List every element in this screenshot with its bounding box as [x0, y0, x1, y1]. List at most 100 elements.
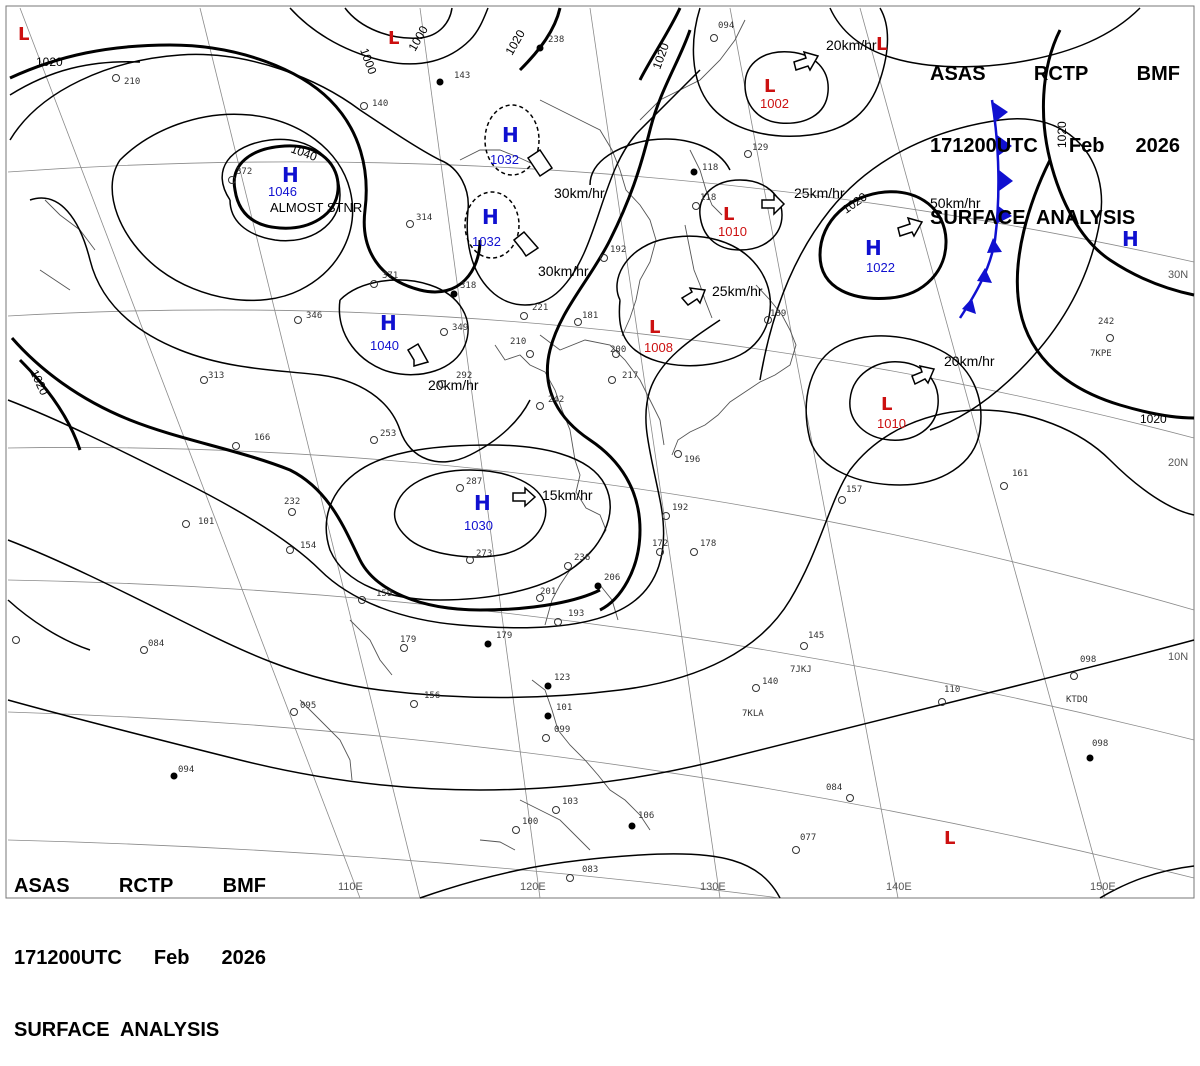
station-plot: 314	[406, 213, 432, 228]
chart-title-bottom: ASAS RCTP BMF 171200UTC Feb 2026 SURFACE…	[14, 826, 266, 1066]
longitude-label: 150E	[1090, 881, 1116, 893]
high-symbol: H	[474, 491, 491, 515]
station-pressure: 179	[400, 635, 416, 645]
station-pressure: 161	[1012, 469, 1028, 479]
station-pressure: 154	[300, 541, 316, 551]
station-plot: 189	[764, 309, 786, 324]
isobars-major	[9, 7, 1195, 612]
station-pressure: 100	[522, 817, 538, 827]
title-source: ASAS	[930, 63, 986, 85]
high-value: 1022	[866, 260, 895, 275]
isobar-label: 1020	[1055, 121, 1069, 148]
high-symbol: H	[865, 236, 882, 260]
station-plot: 178	[690, 539, 716, 556]
station-pressure: 143	[454, 71, 470, 81]
station-plot: 084	[826, 783, 854, 802]
low-value: 1008	[644, 340, 673, 355]
title-code: BMF	[1136, 63, 1180, 85]
motion-label: 20km/hr	[944, 353, 995, 369]
station-pressure: 189	[770, 309, 786, 319]
title-year: 2026	[221, 947, 267, 969]
station-pressure: 242	[1098, 317, 1114, 327]
station-pressure: 253	[380, 429, 396, 439]
station-pressure: 221	[532, 303, 548, 313]
isobar-label: 1020	[36, 55, 63, 69]
high-value: 1046	[268, 184, 297, 199]
station-plot: 210	[510, 337, 534, 358]
motion-label: 50km/hr	[930, 195, 981, 211]
station-plot: 273	[466, 549, 492, 564]
high-symbol: H	[1122, 227, 1139, 251]
station-plot: 084	[12, 636, 164, 649]
station-plot: 161	[1000, 469, 1028, 490]
high-symbol: H	[282, 163, 299, 187]
station-pressure: 179	[496, 631, 512, 641]
station-plot: 221	[520, 303, 548, 320]
station-pressure: 098	[1080, 655, 1096, 665]
station-plot: 110	[938, 685, 960, 706]
station-pressure: 210	[510, 337, 526, 347]
station-pressure: 196	[684, 455, 700, 465]
motion-label: 25km/hr	[712, 283, 763, 299]
station-plot: 318	[450, 281, 476, 298]
low-symbol: L	[944, 828, 955, 849]
station-plot: 098	[1070, 655, 1096, 680]
station-plot: 095	[290, 701, 316, 716]
grid-labels: 110E 120E 130E 140E 150E 30N 20N 10N	[338, 269, 1188, 893]
station-pressure: 287	[466, 477, 482, 487]
station-pressure: 145	[808, 631, 824, 641]
station-pressure: 077	[800, 833, 816, 843]
station-plot: 099	[542, 725, 570, 742]
station-plot: 103	[552, 797, 578, 814]
station-id: 7KLA	[742, 709, 764, 719]
graticule	[7, 7, 1195, 899]
station-pressure: 193	[568, 609, 584, 619]
title-month: Feb	[1068, 135, 1105, 157]
station-plot: 193	[554, 609, 584, 626]
low-symbol: L	[18, 24, 29, 45]
station-plot: 123	[544, 673, 570, 690]
station-pressure: 238	[548, 35, 564, 45]
station-pressure: 094	[718, 21, 734, 31]
station-plot: 118	[692, 193, 716, 210]
station-ids: 7KPE 7JKJ 7KLA KTDQ	[742, 349, 1112, 719]
cold-front	[958, 99, 1013, 319]
station-pressure: 178	[700, 539, 716, 549]
station-pressure: 101	[198, 517, 214, 527]
motion-label: 15km/hr	[542, 487, 593, 503]
station-pressure: 123	[554, 673, 570, 683]
station-plot: 143	[436, 71, 470, 86]
station-pressure: 110	[944, 685, 960, 695]
station-plot: 098	[1086, 739, 1108, 762]
low-symbol: L	[649, 317, 660, 338]
station-pressure: 206	[604, 573, 620, 583]
station-plot: 101	[182, 517, 214, 528]
isobars	[7, 7, 1195, 899]
station-plot: 192	[662, 503, 688, 520]
station-pressure: 118	[700, 193, 716, 203]
high-symbol: H	[502, 123, 519, 147]
longitude-label: 120E	[520, 881, 546, 893]
station-pressure: 192	[672, 503, 688, 513]
motion-label: 30km/hr	[554, 185, 605, 201]
station-plot: 083	[566, 865, 598, 882]
pressure-centers: H 1046 ALMOST STNR H 1032 H 1032 H 1040 …	[18, 24, 1139, 849]
high-value: 1040	[370, 338, 399, 353]
low-symbol: L	[723, 204, 734, 225]
station-plot: 106	[628, 811, 654, 830]
station-pressure: 094	[178, 765, 194, 775]
low-symbol: L	[388, 28, 399, 49]
longitude-label: 130E	[700, 881, 726, 893]
station-plots: 238 094 143 140 210 372 314 371 318 346 …	[12, 21, 1114, 882]
station-plot: 181	[574, 311, 598, 326]
station-pressure: 103	[562, 797, 578, 807]
map-frame	[5, 5, 1195, 899]
station-pressure: 242	[548, 395, 564, 405]
low-value: 1010	[718, 224, 747, 239]
station-pressure: 166	[254, 433, 270, 443]
isobar-label: 1020	[1140, 412, 1167, 426]
station-pressure: 346	[306, 311, 322, 321]
station-id: KTDQ	[1066, 695, 1088, 705]
title-month: Feb	[153, 947, 190, 969]
station-plot: 094	[710, 21, 734, 42]
